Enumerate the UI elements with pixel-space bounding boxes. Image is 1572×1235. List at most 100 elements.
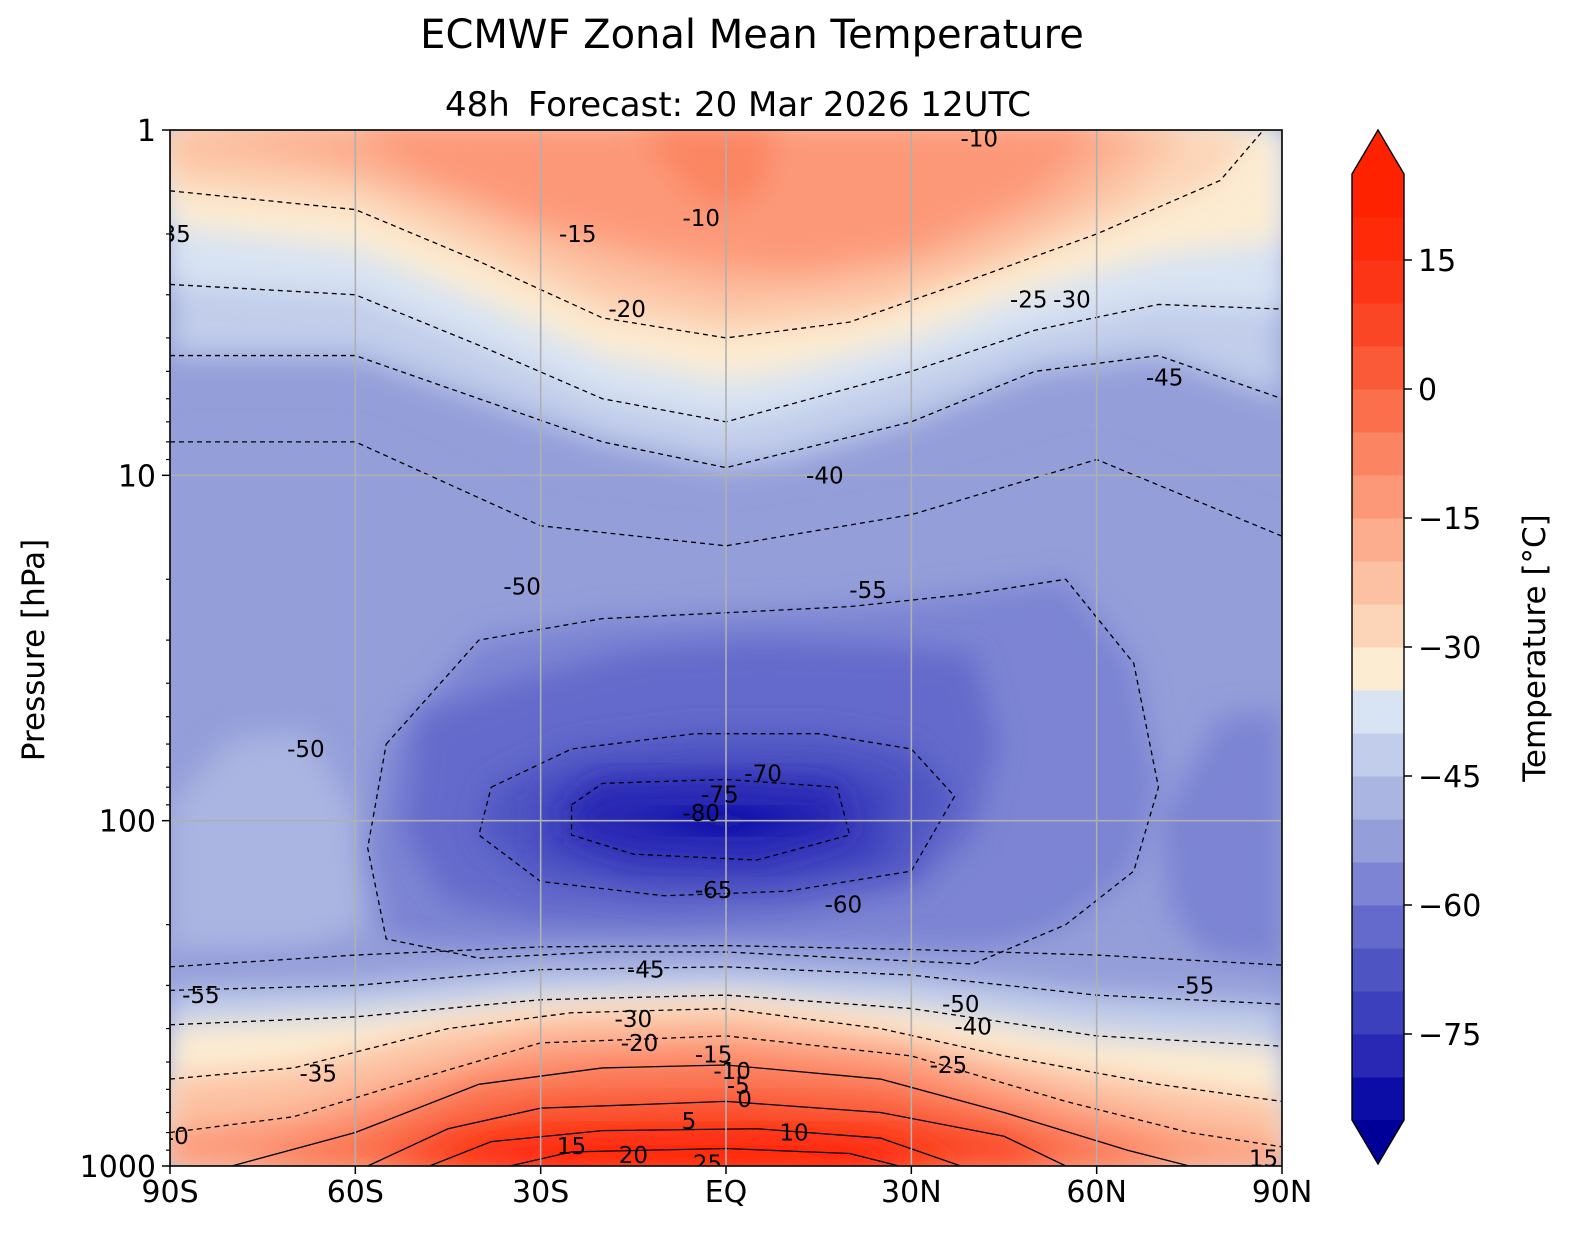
y-tick-label: 100 (99, 805, 156, 840)
isotherm-line (478, 733, 956, 897)
colorbar-label: Temperature [°C] (1517, 514, 1553, 783)
isotherm-line (170, 130, 1264, 339)
contour-label: -25 (930, 1053, 968, 1079)
contour-label: 35 (162, 222, 191, 248)
colorbar-extend-min (1352, 1120, 1404, 1164)
contour-label: -55 (849, 578, 887, 604)
colorbar-segment (1352, 604, 1404, 648)
contour-label: 15 (1249, 1146, 1278, 1172)
contour-label: -50 (287, 737, 325, 763)
contour-label: -80 (682, 801, 720, 827)
colorbar-segment (1352, 260, 1404, 304)
contour-label: -5 (727, 1074, 750, 1100)
colorbar-segment (1352, 948, 1404, 992)
isotherm-line (170, 354, 1282, 469)
contour-label: 10 (779, 1121, 808, 1147)
contour-label: -40 (806, 463, 844, 489)
contour-label: -15 (559, 222, 597, 248)
contour-label: -30 (615, 1007, 653, 1033)
colorbar-segment (1352, 1077, 1404, 1121)
warm-isotherm-line (429, 1128, 961, 1166)
colorbar-tick-label: −30 (1418, 631, 1481, 666)
colorbar-segment (1352, 690, 1404, 734)
colorbar-segment (1352, 647, 1404, 691)
x-tick-label: 90N (1252, 1175, 1313, 1210)
contour-label: -65 (695, 878, 733, 904)
colorbar-segment (1352, 303, 1404, 347)
contour-label: -55 (182, 983, 220, 1009)
colorbar-segment (1352, 733, 1404, 777)
y-axis-ticks: 1 10 100 1000 (80, 114, 170, 1185)
contour-label: -50 (503, 575, 541, 601)
x-tick-label: 60N (1066, 1175, 1127, 1210)
forecast-lead-time: 48h (445, 85, 510, 125)
contour-label: 25 (693, 1152, 722, 1178)
contour-label: -70 (744, 761, 782, 787)
colorbar-segment (1352, 905, 1404, 949)
north-polar-cold (1158, 710, 1282, 986)
colorbar-segment (1352, 432, 1404, 476)
colorbar-tick-label: 0 (1418, 373, 1437, 408)
contour-label: -30 (1053, 288, 1091, 314)
colorbar-segment (1352, 518, 1404, 562)
grid-lines (170, 130, 1282, 1166)
x-tick-label: 60S (327, 1175, 384, 1210)
y-axis-label: Pressure [hPa] (16, 539, 52, 761)
contour-label: -75 (701, 783, 739, 809)
colorbar-segment (1352, 561, 1404, 605)
contour-label: -50 (942, 992, 980, 1018)
y-tick-label: 10 (118, 459, 156, 494)
contour-label: -25 (1010, 288, 1048, 314)
x-tick-label: 90S (141, 1175, 198, 1210)
colorbar-tick-label: 15 (1418, 244, 1456, 279)
colorbar-segment (1352, 991, 1404, 1035)
contour-label: 5 (682, 1109, 697, 1135)
y-tick-label: 1000 (80, 1150, 156, 1185)
colorbar: 15 0 −15 −30 −45 −60 −75 (1351, 128, 1481, 1166)
y-axis-minor-ticks (166, 233, 170, 1151)
contour-label: -10 (960, 127, 998, 153)
colorbar-segment (1352, 217, 1404, 261)
colorbar-tick-label: −15 (1418, 502, 1481, 537)
contour-label: -35 (299, 1062, 337, 1088)
colorbar-segment (1352, 776, 1404, 820)
contour-label: -10 (713, 1059, 751, 1085)
contour-label: 20 (619, 1143, 648, 1169)
colorbar-segment (1352, 862, 1404, 906)
x-axis-ticks: 90S 60S 30S EQ 30N 60N 90N (141, 1166, 1312, 1210)
y-tick-label: 1 (137, 114, 156, 149)
contour-label: -45 (1146, 365, 1184, 391)
contour-label: -10 (682, 206, 720, 232)
chart-subtitle: 48h Forecast: 20 Mar 2026 12UTC (445, 85, 1031, 125)
contour-label: -60 (825, 893, 863, 919)
colorbar-tick-label: −60 (1418, 889, 1481, 924)
contour-label: -40 (151, 1124, 189, 1150)
contour-label: -45 (627, 958, 665, 984)
contour-label: -20 (621, 1031, 659, 1057)
surface-warmest-layer (509, 1148, 899, 1166)
contour-label: -20 (608, 297, 646, 323)
colorbar-outline (1351, 128, 1405, 1166)
colorbar-tick-label: −45 (1418, 760, 1481, 795)
colorbar-segment (1352, 389, 1404, 433)
contour-label: 15 (557, 1134, 586, 1160)
colorbar-segment (1352, 819, 1404, 863)
x-tick-label: 30N (881, 1175, 942, 1210)
colorbar-segment (1352, 1034, 1404, 1078)
contour-label: 0 (737, 1087, 752, 1113)
colorbar-extend-max (1352, 130, 1404, 174)
contour-label: -55 (1177, 973, 1215, 999)
forecast-valid-time: Forecast: 20 Mar 2026 12UTC (528, 85, 1031, 125)
stratopause-peak (639, 130, 776, 210)
chart-title: ECMWF Zonal Mean Temperature (420, 12, 1084, 58)
south-polar-warm-pocket (170, 731, 368, 964)
colorbar-tick-label: −75 (1418, 1018, 1481, 1053)
x-tick-label: 30S (512, 1175, 569, 1210)
colorbar-segment (1352, 346, 1404, 390)
contour-label: -40 (954, 1015, 992, 1041)
colorbar-segment (1352, 475, 1404, 519)
colorbar-segment (1352, 174, 1404, 218)
